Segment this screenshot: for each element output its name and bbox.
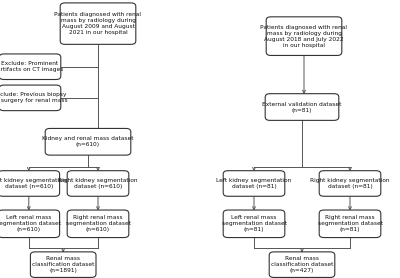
FancyBboxPatch shape: [45, 128, 131, 155]
FancyBboxPatch shape: [0, 171, 60, 196]
FancyBboxPatch shape: [30, 252, 96, 277]
FancyBboxPatch shape: [269, 252, 335, 277]
Text: Right kidney segmentation
dataset (n=610): Right kidney segmentation dataset (n=610…: [58, 178, 138, 189]
Text: Right renal mass
segmentation dataset
(n=610): Right renal mass segmentation dataset (n…: [66, 215, 130, 232]
Text: Left renal mass
segmentation dataset
(n=81): Left renal mass segmentation dataset (n=…: [222, 215, 286, 232]
Text: External validation dataset
(n=81): External validation dataset (n=81): [262, 101, 342, 113]
Text: Left kidney segmentation
dataset (n=610): Left kidney segmentation dataset (n=610): [0, 178, 66, 189]
FancyBboxPatch shape: [0, 210, 60, 237]
FancyBboxPatch shape: [265, 94, 339, 120]
FancyBboxPatch shape: [319, 210, 381, 237]
Text: Patients diagnosed with renal
mass by radiology during
August 2009 and August
20: Patients diagnosed with renal mass by ra…: [54, 12, 142, 35]
Text: Right renal mass
segmentation dataset
(n=81): Right renal mass segmentation dataset (n…: [318, 215, 382, 232]
FancyBboxPatch shape: [266, 17, 342, 56]
Text: Left kidney segmentation
dataset (n=81): Left kidney segmentation dataset (n=81): [216, 178, 292, 189]
FancyBboxPatch shape: [0, 85, 61, 111]
FancyBboxPatch shape: [0, 54, 61, 80]
Text: Right kidney segmentation
dataset (n=81): Right kidney segmentation dataset (n=81): [310, 178, 390, 189]
Text: Renal mass
classification dataset
(n=427): Renal mass classification dataset (n=427…: [271, 256, 333, 273]
Text: Exclude: Prominent
artifacts on CT images: Exclude: Prominent artifacts on CT image…: [0, 61, 63, 72]
FancyBboxPatch shape: [60, 3, 136, 44]
FancyBboxPatch shape: [319, 171, 381, 196]
Text: Kidney and renal mass dataset
(n=610): Kidney and renal mass dataset (n=610): [42, 136, 134, 147]
FancyBboxPatch shape: [67, 210, 129, 237]
Text: Left renal mass
segmentation dataset
(n=610): Left renal mass segmentation dataset (n=…: [0, 215, 61, 232]
Text: Patients diagnosed with renal
mass by radiology during
August 2018 and July 2022: Patients diagnosed with renal mass by ra…: [260, 25, 348, 48]
FancyBboxPatch shape: [223, 171, 285, 196]
FancyBboxPatch shape: [223, 210, 285, 237]
Text: Exclude: Previous biopsy
or surgery for renal mass: Exclude: Previous biopsy or surgery for …: [0, 92, 67, 103]
FancyBboxPatch shape: [67, 171, 129, 196]
Text: Renal mass
classification dataset
(n=1891): Renal mass classification dataset (n=189…: [32, 256, 94, 273]
